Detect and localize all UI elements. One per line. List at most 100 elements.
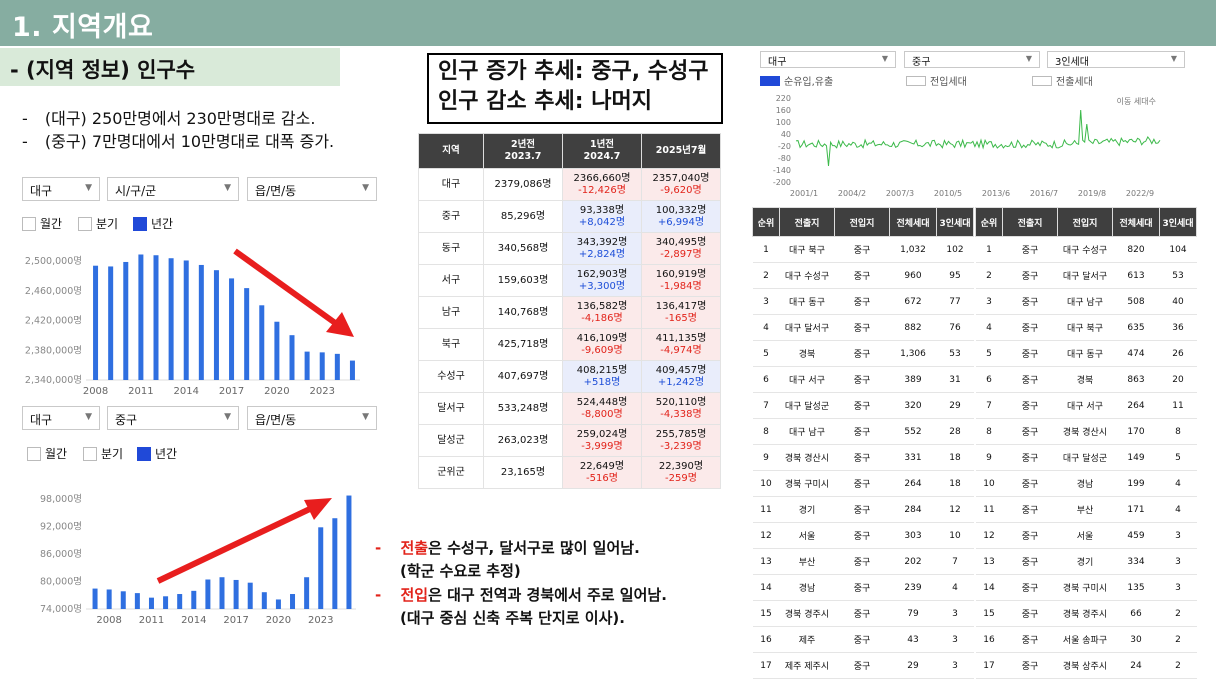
chevron-down-icon: ▼ (362, 412, 369, 422)
bar (138, 254, 144, 380)
y-tick-label: 2,500,000명 (25, 256, 82, 267)
legend-swatch (760, 75, 780, 86)
table-cell: 14 (975, 574, 1003, 601)
table-cell: 5 (752, 340, 780, 367)
table-row: 14 중구 경북 구미시 135 3 (975, 574, 1197, 601)
value-change-cell: 259,024명 -3,999명 (562, 424, 642, 457)
table-cell: 중구 (834, 444, 890, 471)
period-yearly-1[interactable]: 년간 (133, 215, 173, 232)
col-header: 전입지 (1057, 207, 1113, 237)
table-cell: 334 (1112, 548, 1160, 575)
table-row: 남구 140,768명 136,582명 -4,186명 136,417명 -165명 (418, 296, 721, 329)
col-header: 3인세대 (1159, 207, 1197, 237)
value-text: 100,332명 (655, 204, 707, 216)
table-row: 8 대구 남구 중구 552 28 (752, 418, 974, 445)
period-monthly-1[interactable]: 월간 (22, 215, 62, 232)
col-header: 1년전 2024.7 (562, 133, 642, 169)
legend-net[interactable]: 순유입,유출 (760, 73, 833, 88)
col-header: 지역 (418, 133, 484, 169)
bar (120, 591, 126, 609)
table-cell: 4 (1159, 496, 1197, 523)
bullet-dash: - (22, 109, 28, 128)
value-text: 520,110명 (655, 396, 707, 408)
table-cell: 43 (889, 626, 937, 653)
note-sub: (학군 수요로 추정) (400, 562, 521, 580)
bar (304, 577, 310, 609)
bar (229, 278, 235, 380)
sigungu-select-1[interactable]: 시/구/군 ▼ (107, 177, 239, 201)
y-tick-label: -20 (778, 142, 791, 151)
bar (349, 360, 355, 380)
table-cell: 대구 달성군 (1057, 444, 1113, 471)
table-cell: 1,032 (889, 236, 937, 263)
change-text: -9,609명 (581, 344, 623, 356)
select-value: 3인세대 (1055, 57, 1089, 68)
period-quarterly-1[interactable]: 분기 (78, 215, 118, 232)
bullet-text: (대구) 250만명에서 230만명대로 감소. (44, 109, 316, 128)
move-house-select[interactable]: 3인세대 ▼ (1047, 51, 1185, 68)
table-cell: 76 (936, 314, 974, 341)
y-tick-label: 2,380,000명 (25, 345, 82, 356)
table-row: 달서구 533,248명 524,448명 -8,800명 520,110명 -4,338… (418, 392, 721, 425)
period-quarterly-2[interactable]: 분기 (83, 445, 123, 462)
bar (275, 599, 281, 609)
bar (259, 305, 265, 380)
bullet-2: - (중구) 7만명대에서 10만명대로 대폭 증가. (22, 131, 334, 152)
table-cell: 대구 달서구 (779, 314, 835, 341)
table-cell: 20 (1159, 366, 1197, 393)
change-text: -12,426명 (578, 184, 626, 196)
period-yearly-2[interactable]: 년간 (137, 445, 177, 462)
checkbox (22, 216, 36, 231)
x-tick-label: 2004/2 (838, 189, 866, 198)
table-cell: 1 (752, 236, 780, 263)
x-tick-label: 2020 (264, 386, 289, 397)
table-cell: 5 (975, 340, 1003, 367)
junggu-population-chart: 98,000명 92,000명 86,000명 80,000명 74,000명 2008 2… (40, 494, 356, 626)
table-row: 10 경북 구미시 중구 264 18 (752, 470, 974, 497)
value-cell: 140,768명 (483, 296, 563, 329)
table-cell: 4 (936, 574, 974, 601)
table-cell: 18 (936, 444, 974, 471)
table-cell: 중구 (1002, 262, 1058, 289)
callout-line-1: 인구 증가 추세: 중구, 수성구 (438, 59, 709, 84)
table-cell: 170 (1112, 418, 1160, 445)
sido-select-2[interactable]: 대구 ▼ (22, 406, 100, 430)
table-cell: 8 (975, 418, 1003, 445)
value-change-cell: 100,332명 +6,994명 (641, 200, 721, 233)
bar (177, 594, 183, 609)
bar (153, 255, 159, 380)
table-cell: 16 (752, 626, 780, 653)
select-value: 읍/면/동 (255, 413, 297, 427)
table-row: 6 중구 경북 863 20 (975, 366, 1197, 393)
table-cell: 중구 (1002, 288, 1058, 315)
sigungu-select-2[interactable]: 중구 ▼ (107, 406, 239, 430)
legend-in[interactable]: 전입세대 (906, 73, 967, 88)
table-cell: 9 (975, 444, 1003, 471)
value-change-cell: 411,135명 -4,974명 (641, 328, 721, 361)
x-tick-label: 2022/9 (1126, 189, 1154, 198)
bar (233, 579, 239, 609)
sido-select-1[interactable]: 대구 ▼ (22, 177, 100, 201)
period-monthly-2[interactable]: 월간 (27, 445, 67, 462)
legend-out[interactable]: 전출세대 (1032, 73, 1093, 88)
value-text: 136,417명 (655, 300, 707, 312)
table-cell: 1,306 (889, 340, 937, 367)
checkbox (78, 216, 92, 231)
x-tick-label: 2023 (308, 615, 333, 626)
eup-select-2[interactable]: 읍/면/동 ▼ (247, 406, 377, 430)
eup-select-1[interactable]: 읍/면/동 ▼ (247, 177, 377, 201)
move-out-ranking-table: 순위 전출지 전입지 전체세대 3인세대 1 중구 대구 수성구 820 104 2 중구 대구 달서구… (975, 207, 1197, 679)
select-value: 읍/면/동 (255, 184, 297, 198)
move-sido-select[interactable]: 대구 ▼ (760, 51, 896, 68)
table-cell: 중구 (834, 236, 890, 263)
region-cell: 달성군 (418, 424, 484, 457)
checkbox-label: 월간 (45, 447, 68, 461)
chart-legend-text: 이동 세대수 (1117, 96, 1156, 106)
table-row: 12 서울 중구 303 10 (752, 522, 974, 549)
chevron-down-icon: ▼ (881, 54, 888, 63)
table-cell: 9 (752, 444, 780, 471)
value-change-cell: 136,582명 -4,186명 (562, 296, 642, 329)
move-sigungu-select[interactable]: 중구 ▼ (904, 51, 1040, 68)
chevron-down-icon: ▼ (362, 183, 369, 193)
table-cell: 7 (975, 392, 1003, 419)
